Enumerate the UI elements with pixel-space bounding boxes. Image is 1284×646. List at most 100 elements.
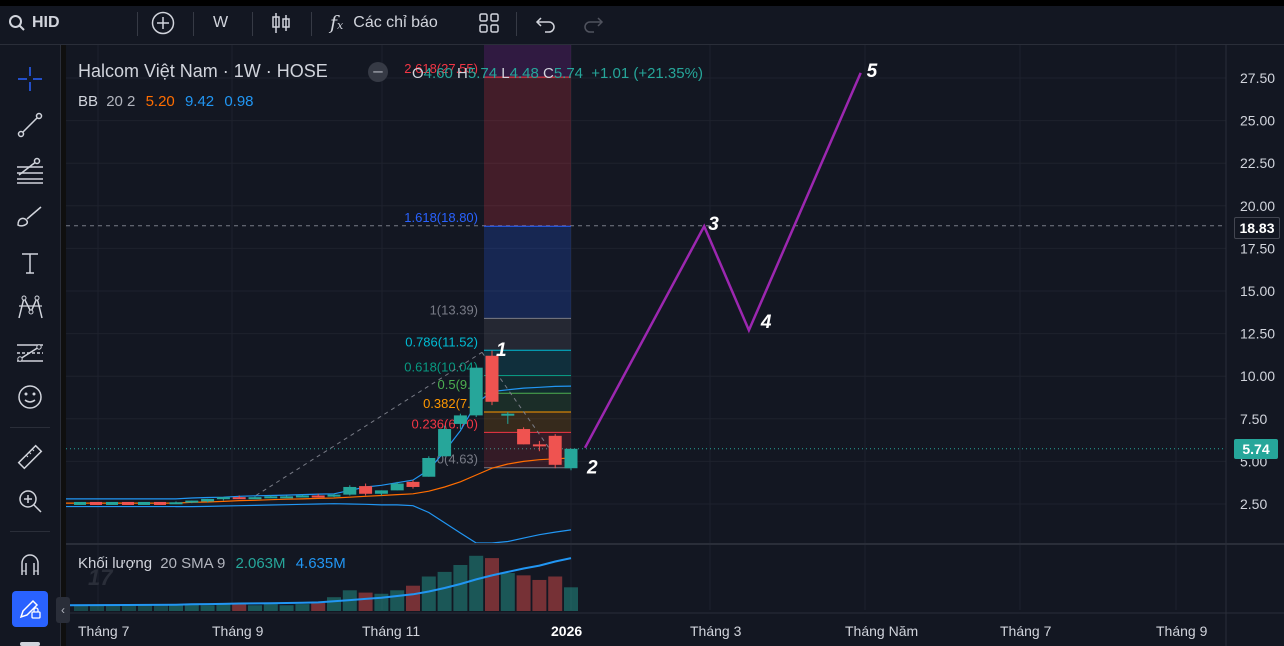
- open-value: 4.60: [423, 65, 453, 82]
- redo-icon: [584, 17, 604, 33]
- volume-legend[interactable]: Khối lượng 20 SMA 9 2.063M 4.635M: [78, 555, 346, 572]
- text-tool[interactable]: [10, 247, 50, 279]
- volume-bar: [437, 571, 452, 611]
- symbol-legend[interactable]: Halcom Việt Nam · 1W · HOSE: [78, 61, 328, 82]
- volume-bar: [390, 590, 405, 611]
- time-tick-label: Tháng 7: [78, 623, 130, 639]
- volume-params: 20 SMA 9: [160, 555, 226, 572]
- fib-retracement-icon: [17, 157, 43, 184]
- volume-bar: [74, 605, 88, 611]
- close-value: 5.74: [553, 65, 584, 82]
- magnet-tool[interactable]: [10, 549, 50, 581]
- ruler-icon: [17, 444, 43, 470]
- fib-level-label: 1(13.39): [430, 302, 478, 317]
- price-tick-label: 25.00: [1240, 113, 1275, 129]
- volume-sma-line: [66, 557, 572, 607]
- candle: [343, 486, 357, 495]
- candle: [327, 494, 341, 497]
- fib-zone-top: [484, 45, 571, 78]
- price-tick-label: 12.50: [1240, 326, 1275, 342]
- chart-canvas[interactable]: 2.618(27.55) 1.618(18.80) 1(13.39) 0.786(11…: [66, 45, 1284, 646]
- volume-bar: [263, 604, 278, 611]
- zoom-tool[interactable]: [10, 485, 50, 517]
- bb-legend[interactable]: BB 20 2 5.20 9.42 0.98: [78, 93, 254, 110]
- divider: [252, 12, 253, 36]
- pencil-lock-icon: [19, 599, 41, 619]
- volume-bar: [548, 576, 563, 611]
- collapse-left-handle[interactable]: ‹: [56, 597, 70, 623]
- wave-label: 2: [586, 457, 598, 478]
- time-tick-label: Tháng 3: [690, 623, 742, 639]
- time-tick-label: Tháng 11: [362, 623, 420, 639]
- candle: [216, 497, 230, 500]
- fib-zone: [484, 226, 571, 319]
- wave-label: 3: [708, 214, 719, 235]
- drawing-toolbar: [0, 45, 61, 646]
- indicators-button[interactable]: fx Các chỉ báo: [330, 8, 438, 38]
- emoji-tool[interactable]: [10, 381, 50, 413]
- volume-bar: [453, 565, 468, 611]
- candle: [185, 500, 199, 503]
- candle: [564, 448, 578, 469]
- fib-zone: [484, 77, 571, 227]
- candle: [469, 367, 483, 416]
- time-tick-label: Tháng 7: [1000, 623, 1052, 639]
- smiley-icon: [18, 385, 42, 409]
- trendline-tool[interactable]: [10, 109, 50, 141]
- symbol-label: HID: [32, 14, 60, 31]
- candle: [422, 457, 436, 477]
- redo-button[interactable]: [582, 8, 604, 38]
- fib-zone: [484, 393, 571, 412]
- candle: [201, 498, 215, 502]
- volume-bar: [232, 604, 247, 611]
- zoom-in-icon: [19, 490, 42, 513]
- undo-button[interactable]: [535, 8, 557, 38]
- high-value: 5.74: [467, 65, 498, 82]
- legend-collapse-button[interactable]: –: [368, 61, 388, 82]
- interval-button[interactable]: W: [213, 8, 228, 38]
- divider: [10, 531, 50, 532]
- crosshair-tool[interactable]: [10, 63, 50, 95]
- volume-label: Khối lượng: [78, 555, 153, 572]
- prediction-tool[interactable]: [10, 337, 50, 369]
- candle: [517, 429, 531, 445]
- fib-tool[interactable]: [10, 155, 50, 187]
- top-strip: [0, 0, 1284, 6]
- symbol-search[interactable]: HID: [8, 8, 60, 38]
- candle: [232, 497, 246, 500]
- volume-sma-value: 4.635M: [295, 555, 346, 572]
- volume-bar: [358, 592, 373, 611]
- price-tick-label: 10.00: [1240, 368, 1275, 384]
- volume-bar: [184, 604, 199, 611]
- pattern-tool[interactable]: [10, 291, 50, 323]
- chart-pane[interactable]: 2.618(27.55) 1.618(18.80) 1(13.39) 0.786(11…: [56, 45, 1284, 646]
- volume-bar: [406, 585, 420, 611]
- chart-type-button[interactable]: [270, 8, 292, 38]
- pattern-icon: [18, 295, 43, 319]
- fib-level-label: 1.618(18.80): [404, 210, 478, 225]
- magnet-icon: [21, 554, 39, 575]
- fib-level-label: 0.5(9.0: [438, 377, 478, 392]
- volume-bar: [248, 605, 262, 611]
- more-tools-handle[interactable]: [20, 642, 40, 646]
- candle: [154, 501, 166, 505]
- top-toolbar: HID W fx Các chỉ báo: [0, 0, 1284, 45]
- lock-drawings-tool[interactable]: [12, 591, 48, 627]
- candle: [406, 481, 420, 487]
- volume-bar: [500, 573, 515, 611]
- time-tick-label: Tháng Năm: [845, 623, 918, 639]
- layouts-button[interactable]: [478, 8, 500, 38]
- compare-button[interactable]: [151, 8, 175, 38]
- price-tick-label: 17.50: [1240, 240, 1275, 256]
- candle: [169, 502, 183, 505]
- volume-bar: [138, 605, 152, 611]
- volume-bar: [90, 605, 104, 611]
- crosshair-icon: [18, 67, 42, 91]
- bb-upper-line: [66, 385, 572, 500]
- candle: [532, 444, 546, 447]
- fib-level-label: 0.618(10.04): [404, 360, 478, 375]
- candle: [485, 355, 499, 402]
- text-icon: [22, 253, 38, 274]
- brush-tool[interactable]: [10, 201, 50, 233]
- measure-tool[interactable]: [10, 441, 50, 473]
